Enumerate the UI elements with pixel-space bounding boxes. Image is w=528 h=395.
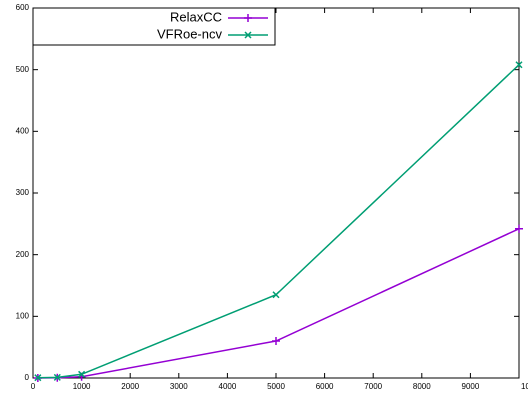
y-tick-label: 200 — [16, 250, 30, 259]
point-marker — [515, 61, 523, 69]
x-tick-label: 7000 — [364, 382, 382, 391]
x-tick-label: 8000 — [413, 382, 431, 391]
y-tick-label: 600 — [16, 3, 30, 12]
x-tick-label: 5000 — [267, 382, 285, 391]
point-marker — [272, 291, 280, 299]
plot-frame — [32, 7, 520, 379]
y-tick-label: 100 — [16, 311, 30, 320]
y-tick-label: 300 — [16, 188, 30, 197]
x-tick-label: 2000 — [121, 382, 139, 391]
x-tick-label: 10000 — [521, 382, 528, 391]
point-marker — [34, 374, 42, 382]
y-tick-label: 400 — [16, 126, 30, 135]
legend-marker — [244, 14, 252, 22]
x-tick-label: 0 — [31, 382, 36, 391]
y-tick-label: 500 — [16, 65, 30, 74]
legend-marker — [244, 31, 252, 39]
series-line — [37, 228, 520, 379]
x-tick-label: 1000 — [73, 382, 91, 391]
x-tick-label: 3000 — [170, 382, 188, 391]
x-tick-label: 6000 — [316, 382, 334, 391]
y-tick-label: 0 — [25, 373, 30, 382]
legend-label: VFRoe-ncv — [157, 26, 223, 41]
point-marker — [272, 337, 280, 345]
point-marker — [515, 224, 523, 233]
legend-box — [32, 7, 276, 46]
x-tick-label: 4000 — [219, 382, 237, 391]
legend-label: RelaxCC — [170, 9, 222, 24]
point-marker — [53, 373, 61, 381]
point-marker — [78, 370, 86, 378]
series-line — [37, 64, 520, 379]
x-tick-label: 9000 — [462, 382, 480, 391]
